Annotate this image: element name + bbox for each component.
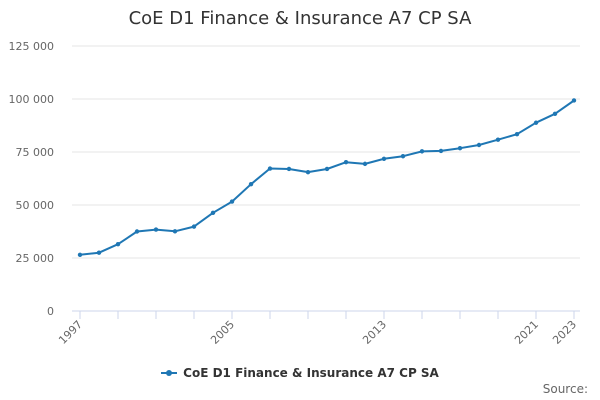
data-point — [457, 145, 463, 151]
data-point — [96, 250, 102, 255]
y-tick-label: 100 000 — [9, 93, 55, 106]
legend-marker — [161, 370, 178, 376]
series-line — [79, 99, 575, 256]
y-tick-label: 75 000 — [16, 146, 55, 159]
y-tick-label: 0 — [47, 305, 54, 318]
y-tick-label: 50 000 — [16, 199, 55, 212]
x-tick-label: 2013 — [360, 318, 389, 347]
series-layer — [77, 98, 577, 258]
data-point — [533, 120, 539, 125]
data-point — [229, 199, 235, 204]
data-point — [305, 169, 311, 175]
data-point — [381, 156, 387, 161]
x-tick-label: 2023 — [550, 318, 579, 347]
data-point — [400, 154, 406, 159]
y-tick-label: 25 000 — [16, 252, 55, 265]
data-point — [324, 166, 330, 172]
x-axis: 1997 2005 2013 2021 2023 — [56, 310, 580, 347]
data-point — [419, 149, 425, 154]
data-point — [172, 229, 178, 234]
legend[interactable]: CoE D1 Finance & Insurance A7 CP SA — [0, 366, 600, 380]
data-point — [476, 142, 482, 148]
data-point — [77, 252, 83, 258]
data-point — [362, 161, 368, 167]
legend-label: CoE D1 Finance & Insurance A7 CP SA — [183, 366, 439, 380]
data-point — [514, 131, 520, 137]
x-tick-label: 2005 — [208, 318, 237, 347]
data-point — [552, 111, 558, 117]
data-point — [191, 224, 197, 229]
chart-title: CoE D1 Finance & Insurance A7 CP SA — [128, 8, 472, 29]
source-note: Source: — [542, 382, 588, 396]
x-tick-label: 2021 — [512, 318, 541, 347]
data-point — [286, 166, 292, 172]
data-point — [267, 166, 273, 171]
data-point — [248, 182, 254, 187]
gridlines — [72, 45, 580, 259]
x-tick-label: 1997 — [56, 318, 85, 347]
data-point — [153, 227, 159, 232]
data-point — [495, 137, 501, 142]
data-point — [210, 210, 216, 216]
data-point — [115, 242, 121, 247]
data-point — [438, 148, 444, 154]
data-point — [343, 159, 349, 165]
data-point — [571, 98, 577, 103]
data-point — [134, 229, 140, 234]
y-tick-label: 125 000 — [9, 40, 55, 53]
y-axis: 0 25 000 50 000 75 000 100 000 125 000 — [9, 40, 55, 318]
